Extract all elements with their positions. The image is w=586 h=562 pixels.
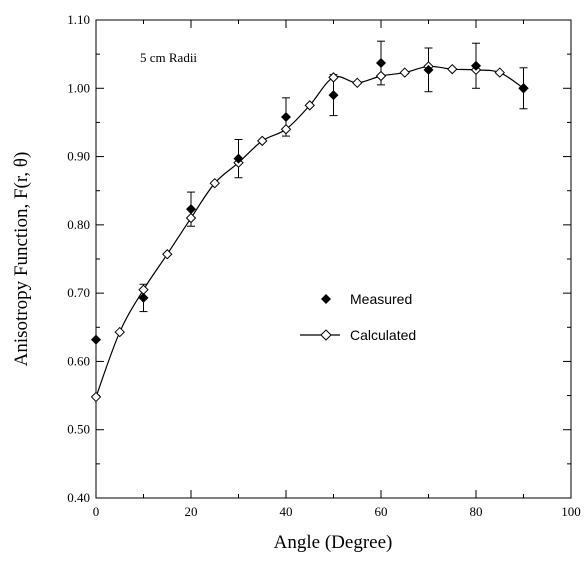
calculated-fit-line xyxy=(95,65,524,398)
calculated-point xyxy=(138,284,149,295)
measured-points xyxy=(91,58,529,345)
y-tick-label: 0.40 xyxy=(67,490,90,505)
measured-point xyxy=(281,111,291,122)
y-tick-labels: 0.40 0.50 0.60 0.70 0.80 0.90 1.00 1.10 xyxy=(67,12,90,505)
legend-measured-label: Measured xyxy=(350,291,412,307)
calculated-point xyxy=(257,135,268,147)
y-tick-label: 0.80 xyxy=(67,217,90,232)
measured-point xyxy=(328,90,339,101)
measured-point xyxy=(186,204,196,215)
x-tick-label: 0 xyxy=(93,504,100,519)
measured-point xyxy=(91,334,101,345)
y-tick-label: 0.60 xyxy=(67,353,90,368)
calculated-points xyxy=(90,61,529,403)
axis-ticks xyxy=(95,19,572,499)
calculated-point xyxy=(90,391,102,403)
calculated-point xyxy=(328,72,339,83)
measured-point xyxy=(518,83,529,94)
legend-calculated-marker xyxy=(320,329,332,341)
calculated-point xyxy=(494,67,505,78)
y-tick-label: 1.00 xyxy=(67,80,90,95)
calculated-point xyxy=(185,212,197,224)
y-axis-label: Anisotropy Function, F(r, θ) xyxy=(11,152,32,367)
calculated-point xyxy=(114,326,125,338)
x-tick-label: 20 xyxy=(185,504,198,519)
calculated-point xyxy=(304,100,315,111)
calculated-point xyxy=(280,124,292,135)
calculated-point xyxy=(209,177,220,189)
legend-calculated-label: Calculated xyxy=(350,327,416,343)
x-tick-label: 60 xyxy=(375,504,388,519)
x-tick-label: 80 xyxy=(470,504,483,519)
measured-point xyxy=(138,292,149,303)
measured-point xyxy=(233,153,244,164)
y-tick-label: 0.50 xyxy=(67,422,90,437)
legend-measured-marker xyxy=(321,294,331,304)
x-tick-label: 100 xyxy=(561,504,581,519)
x-tick-label: 40 xyxy=(280,504,293,519)
y-tick-label: 0.90 xyxy=(67,149,90,164)
calculated-point xyxy=(399,67,410,78)
y-tick-label: 1.10 xyxy=(67,12,90,27)
y-tick-label: 0.70 xyxy=(67,285,90,300)
calculated-point xyxy=(375,70,387,82)
x-axis-label: Angle (Degree) xyxy=(274,532,393,553)
measured-point xyxy=(471,60,481,71)
legend: Measured Calculated xyxy=(300,291,416,343)
chart-annotation: 5 cm Radii xyxy=(140,50,197,65)
calculated-point xyxy=(447,63,458,75)
calculated-point xyxy=(162,249,173,260)
x-tick-labels: 0 20 40 60 80 100 xyxy=(93,504,581,519)
measured-point xyxy=(423,64,434,75)
measured-point xyxy=(376,58,386,69)
calculated-point xyxy=(352,77,363,89)
